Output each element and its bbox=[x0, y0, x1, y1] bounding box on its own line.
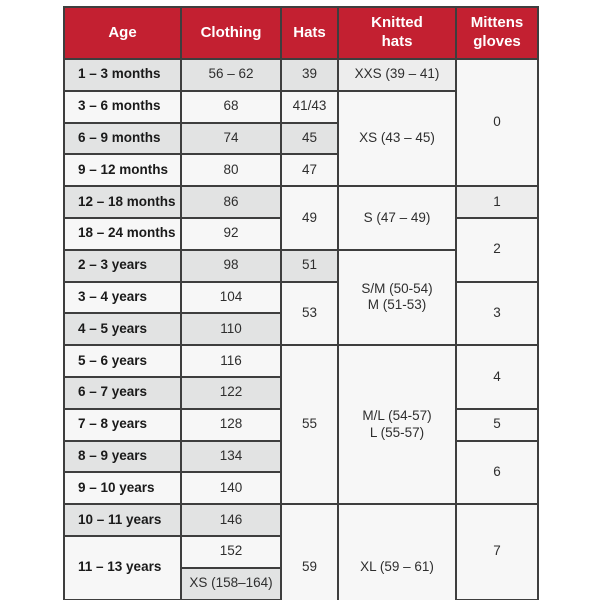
cell-knitted-line1: M/L (54-57) bbox=[362, 407, 432, 423]
cell-clothing: 140 bbox=[180, 471, 282, 506]
size-chart-table: Age Clothing Hats Knitted hats Mittens g… bbox=[63, 6, 539, 600]
cell-clothing: 146 bbox=[180, 503, 282, 537]
table-row: 3 – 4 years 104 53 3 bbox=[63, 280, 539, 347]
column-header-clothing: Clothing bbox=[180, 6, 282, 60]
cell-mittens: 2 bbox=[455, 216, 539, 283]
column-header-mittens-line2: gloves bbox=[473, 33, 521, 50]
cell-mittens: 4 bbox=[455, 344, 539, 410]
cell-clothing: 98 bbox=[180, 248, 282, 283]
cell-age: 11 – 13 years bbox=[63, 534, 182, 600]
table-row: 11 – 13 years 152 bbox=[63, 534, 538, 600]
cell-hats: 45 bbox=[280, 121, 339, 156]
cell-age: 2 – 3 years bbox=[63, 248, 182, 283]
cell-age: 8 – 9 years bbox=[63, 439, 182, 474]
cell-mittens: 5 bbox=[455, 407, 539, 442]
cell-clothing: 92 bbox=[180, 216, 282, 251]
cell-clothing: 152 bbox=[180, 534, 282, 569]
table-row: 7 – 8 years 128 5 bbox=[63, 407, 539, 442]
table-row: 8 – 9 years 134 6 bbox=[63, 439, 539, 506]
cell-clothing: 134 bbox=[180, 439, 282, 474]
column-header-hats: Hats bbox=[280, 6, 339, 60]
cell-age: 3 – 4 years bbox=[63, 280, 182, 315]
cell-clothing: 110 bbox=[180, 312, 282, 347]
cell-mittens: 0 bbox=[455, 57, 539, 188]
cell-knitted-hats: S (47 – 49) bbox=[337, 185, 457, 251]
cell-mittens: 1 bbox=[455, 185, 539, 219]
cell-knitted-hats: XL (59 – 61) bbox=[337, 503, 457, 600]
cell-age: 7 – 8 years bbox=[63, 407, 182, 442]
cell-knitted-hats: S/M (50-54) M (51-53) bbox=[337, 248, 457, 347]
cell-clothing: 74 bbox=[180, 121, 282, 156]
table-row: 6 – 7 years 122 bbox=[63, 375, 538, 410]
table-row: 18 – 24 months 92 2 bbox=[63, 216, 539, 283]
cell-clothing: 128 bbox=[180, 407, 282, 442]
table-row: XS (158–164) bbox=[64, 566, 538, 600]
cell-clothing: 104 bbox=[180, 280, 282, 315]
cell-clothing: 80 bbox=[180, 153, 282, 188]
cell-age: 5 – 6 years bbox=[63, 344, 182, 378]
column-header-knitted-line2: hats bbox=[381, 33, 413, 50]
table-row: 6 – 9 months 74 45 bbox=[63, 121, 538, 156]
cell-hats: 47 bbox=[280, 153, 339, 188]
cell-hats: 55 bbox=[280, 344, 339, 506]
table-row: 5 – 6 years 116 55 M/L (54-57) L (55-57)… bbox=[63, 344, 539, 506]
cell-knitted-hats: XXS (39 – 41) bbox=[337, 58, 457, 92]
cell-clothing: 122 bbox=[180, 375, 282, 410]
cell-hats: 41/43 bbox=[280, 89, 339, 124]
cell-age: 3 – 6 months bbox=[63, 89, 182, 124]
column-header-mittens-line1: Mittens bbox=[470, 14, 524, 32]
table-row: 2 – 3 years 98 51 S/M (50-54) M (51-53) bbox=[63, 248, 538, 347]
cell-age: 6 – 9 months bbox=[63, 121, 182, 156]
cell-mittens: 6 bbox=[455, 439, 539, 506]
column-header-knitted-hats: Knitted hats bbox=[337, 6, 457, 60]
column-header-age: Age bbox=[63, 6, 182, 60]
cell-mittens: 3 bbox=[455, 280, 539, 347]
cell-hats: 39 bbox=[280, 58, 339, 92]
cell-hats: 49 bbox=[280, 185, 339, 251]
table-row: 9 – 10 years 140 bbox=[63, 471, 538, 506]
column-header-knitted-line1: Knitted bbox=[371, 14, 423, 32]
cell-hats: 53 bbox=[280, 280, 339, 347]
cell-knitted-line2: L (55-57) bbox=[369, 424, 425, 440]
header-row: Age Clothing Hats Knitted hats Mittens g… bbox=[63, 6, 539, 60]
cell-age: 6 – 7 years bbox=[63, 375, 182, 410]
column-header-mittens-gloves: Mittens gloves bbox=[455, 6, 539, 60]
cell-age: 12 – 18 months bbox=[63, 185, 182, 219]
cell-knitted-hats: M/L (54-57) L (55-57) bbox=[337, 344, 457, 506]
cell-age: 18 – 24 months bbox=[63, 216, 182, 251]
table-row: 1 – 3 months 56 – 62 39 XXS (39 – 41) 0 bbox=[63, 57, 539, 188]
cell-clothing: XS (158–164) bbox=[180, 566, 282, 600]
cell-mittens: 7 bbox=[455, 503, 539, 600]
cell-age: 9 – 12 months bbox=[63, 153, 182, 188]
cell-hats: 51 bbox=[280, 248, 339, 283]
cell-age: 10 – 11 years bbox=[63, 503, 182, 537]
cell-clothing: 116 bbox=[180, 344, 282, 378]
cell-clothing: 56 – 62 bbox=[180, 58, 282, 92]
table-row: 9 – 12 months 80 47 bbox=[63, 153, 538, 188]
cell-hats: 59 bbox=[280, 503, 339, 600]
table-row: 4 – 5 years 110 bbox=[63, 312, 538, 347]
cell-clothing: 86 bbox=[180, 185, 282, 219]
cell-knitted-line1: S/M (50-54) bbox=[361, 280, 433, 296]
table-row: 3 – 6 months 68 41/43 XS (43 – 45) bbox=[63, 89, 538, 188]
cell-knitted-hats: XS (43 – 45) bbox=[337, 89, 457, 188]
table-row: 10 – 11 years 146 59 XL (59 – 61) 7 bbox=[63, 503, 539, 600]
cell-age: 4 – 5 years bbox=[63, 312, 182, 347]
table-row: 12 – 18 months 86 49 S (47 – 49) 1 bbox=[63, 185, 539, 251]
cell-age: 1 – 3 months bbox=[63, 58, 182, 92]
cell-clothing: 68 bbox=[180, 89, 282, 124]
cell-age: 9 – 10 years bbox=[63, 471, 182, 506]
cell-knitted-line2: M (51-53) bbox=[367, 297, 427, 313]
